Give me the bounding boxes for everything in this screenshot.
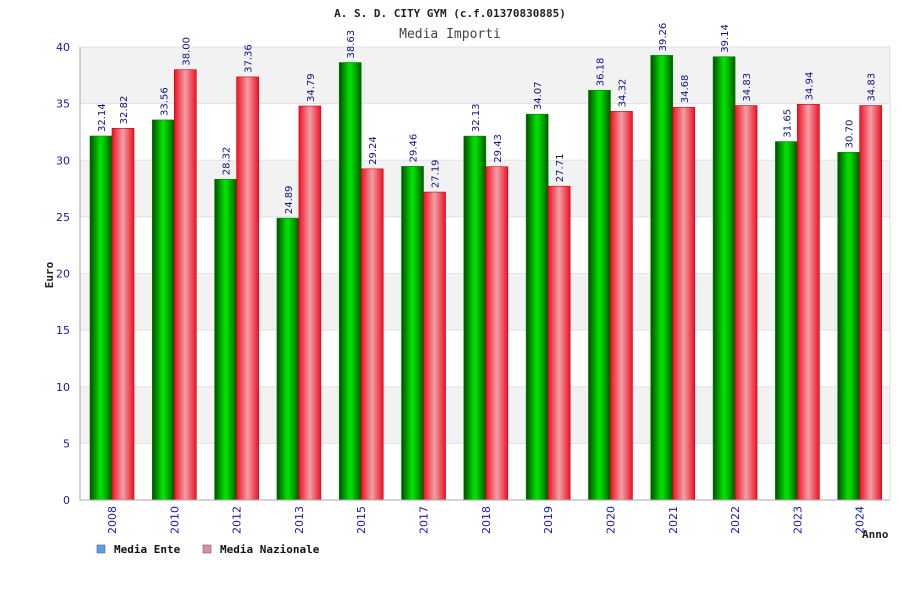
value-label: 38.00 xyxy=(181,37,192,66)
value-label: 27.71 xyxy=(555,154,566,183)
bar-media-nazionale xyxy=(485,166,509,501)
bar-media-ente xyxy=(712,56,736,501)
value-label: 37.36 xyxy=(244,44,255,73)
bar-media-ente xyxy=(89,135,113,501)
y-tick-label: 15 xyxy=(56,324,70,337)
legend: Media Ente Media Nazionale xyxy=(96,543,320,556)
x-tick-label: 2021 xyxy=(667,506,680,534)
y-axis-label: Euro xyxy=(43,261,56,288)
value-label: 38.63 xyxy=(346,30,357,59)
x-tick-label: 2019 xyxy=(542,506,555,534)
bar-media-ente xyxy=(214,178,237,501)
bar-media-nazionale xyxy=(672,106,696,501)
value-label: 24.89 xyxy=(284,185,295,214)
legend-label: Media Ente xyxy=(114,543,181,556)
value-label: 39.14 xyxy=(720,24,731,53)
chart-subtitle: Media Importi xyxy=(399,27,501,42)
bar-media-ente xyxy=(775,141,798,501)
bar-media-nazionale xyxy=(360,168,384,501)
y-tick-label: 0 xyxy=(63,494,70,507)
value-label: 34.94 xyxy=(804,72,815,101)
legend-swatch xyxy=(96,544,106,554)
value-labels: 32.14 32.82 33.56 38.00 28.32 37.36 24.89 34.79… xyxy=(97,23,878,214)
bar-media-nazionale xyxy=(423,191,446,501)
x-tick-label: 2012 xyxy=(231,506,244,534)
x-tick-label: 2023 xyxy=(791,506,804,534)
value-label: 32.82 xyxy=(119,96,130,125)
x-tick-label: 2020 xyxy=(604,506,617,534)
x-tick-label: 2015 xyxy=(355,506,368,534)
y-tick-label: 10 xyxy=(56,381,70,394)
bar-media-ente xyxy=(338,62,362,501)
bars xyxy=(89,55,882,501)
bar-media-ente xyxy=(401,166,424,501)
x-tick-label: 2017 xyxy=(418,506,431,534)
bar-media-ente xyxy=(276,217,300,501)
bar-media-nazionale xyxy=(174,69,197,501)
x-tick-label: 2024 xyxy=(854,506,867,534)
value-label: 28.32 xyxy=(222,147,233,176)
bar-media-nazionale xyxy=(859,105,882,501)
axes xyxy=(79,47,891,501)
bar-media-nazionale xyxy=(797,104,820,501)
y-tick-label: 40 xyxy=(56,41,70,54)
x-tick-labels: 2008 2010 2012 2013 2015 2017 2018 2019 2020 2021… xyxy=(106,506,867,534)
y-tick-label: 20 xyxy=(56,268,70,281)
y-tick-label: 35 xyxy=(56,98,70,111)
value-label: 36.18 xyxy=(595,58,606,87)
plot-band xyxy=(80,47,890,104)
legend-label: Media Nazionale xyxy=(220,543,320,556)
bar-media-ente xyxy=(463,135,487,501)
x-axis-label: Anno xyxy=(862,528,889,541)
value-label: 31.65 xyxy=(782,109,793,138)
bar-media-nazionale xyxy=(610,111,633,501)
x-tick-label: 2008 xyxy=(106,506,119,534)
x-tick-label: 2010 xyxy=(168,506,181,534)
value-label: 29.46 xyxy=(409,134,420,163)
bar-media-ente xyxy=(837,152,860,501)
bar-media-ente xyxy=(650,55,674,501)
value-label: 33.56 xyxy=(159,87,170,116)
bar-media-ente xyxy=(152,119,175,501)
bar-media-nazionale xyxy=(298,105,322,501)
y-tick-label: 5 xyxy=(63,437,70,450)
value-label: 32.14 xyxy=(97,103,108,132)
bar-media-nazionale xyxy=(734,105,758,501)
value-label: 34.68 xyxy=(680,75,691,104)
value-label: 34.83 xyxy=(867,73,878,102)
value-label: 32.13 xyxy=(471,103,482,132)
bar-media-nazionale xyxy=(547,185,571,501)
y-tick-label: 25 xyxy=(56,211,70,224)
x-tick-label: 2022 xyxy=(729,506,742,534)
x-tick-label: 2018 xyxy=(480,506,493,534)
value-label: 27.19 xyxy=(431,159,442,188)
value-label: 29.43 xyxy=(493,134,504,163)
y-tick-labels: 0 5 10 15 20 25 30 35 40 xyxy=(56,41,70,507)
bar-media-nazionale xyxy=(111,128,135,501)
y-tick-label: 30 xyxy=(56,154,70,167)
chart-title: A. S. D. CITY GYM (c.f.01370830885) xyxy=(334,7,566,20)
value-label: 29.24 xyxy=(368,136,379,165)
value-label: 34.83 xyxy=(742,73,753,102)
value-label: 39.26 xyxy=(658,23,669,52)
x-tick-label: 2013 xyxy=(293,506,306,534)
value-label: 34.79 xyxy=(306,73,317,102)
value-label: 34.07 xyxy=(533,82,544,111)
bar-media-ente xyxy=(588,89,611,501)
bar-media-nazionale xyxy=(236,76,259,501)
value-label: 34.32 xyxy=(617,79,628,108)
value-label: 30.70 xyxy=(845,120,856,149)
bar-media-ente xyxy=(525,113,549,501)
legend-swatch xyxy=(202,544,212,554)
